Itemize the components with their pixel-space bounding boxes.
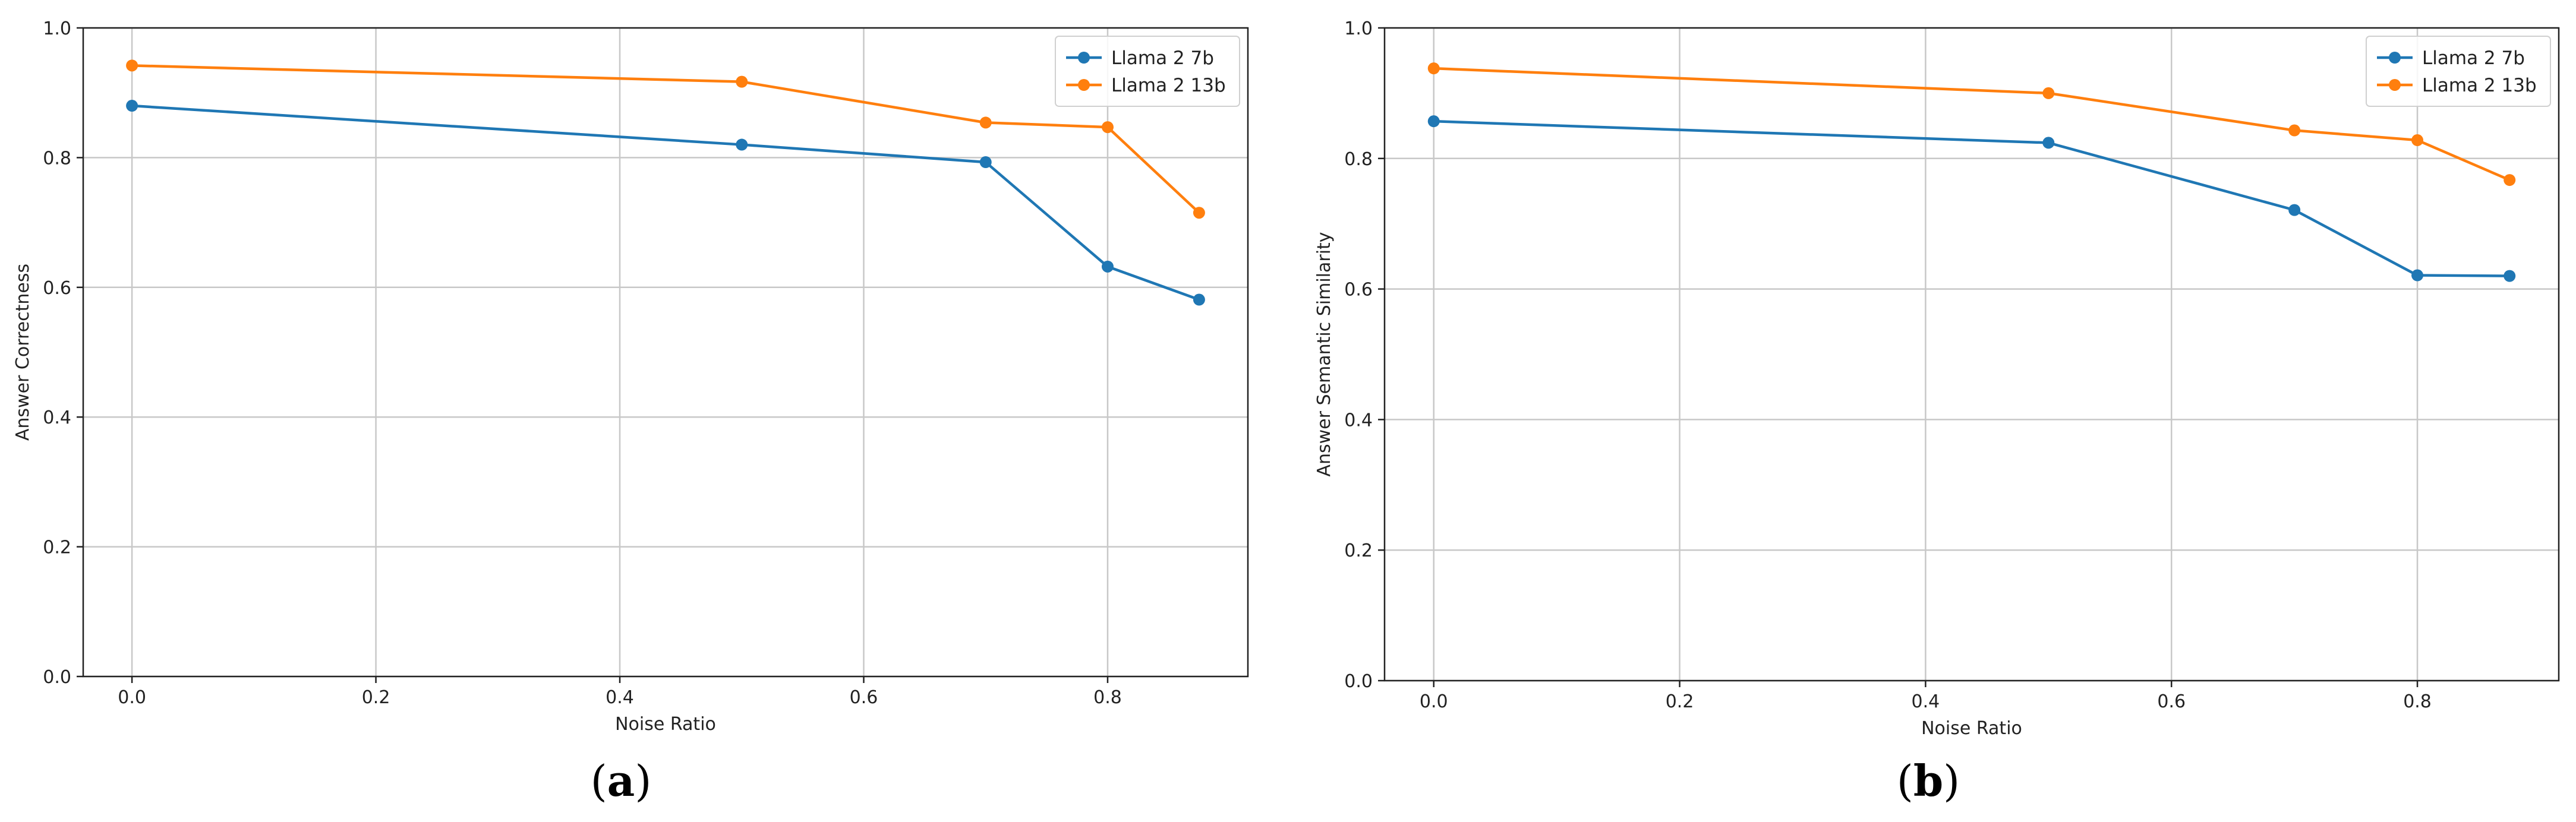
data-point-13b bbox=[1193, 207, 1205, 219]
y-tick-label: 0.4 bbox=[43, 407, 71, 428]
caption-letter: a bbox=[607, 755, 635, 806]
data-point-7b bbox=[2504, 270, 2516, 282]
x-tick-label: 0.2 bbox=[1666, 691, 1694, 712]
y-tick-label: 0.8 bbox=[1344, 149, 1373, 170]
data-point-13b bbox=[1427, 62, 1440, 75]
data-point-7b bbox=[736, 138, 748, 151]
data-point-7b bbox=[2042, 137, 2055, 149]
data-point-7b bbox=[126, 100, 138, 112]
data-point-13b bbox=[1101, 121, 1114, 134]
caption-paren-open: ( bbox=[1897, 756, 1913, 806]
x-tick-label: 0.4 bbox=[1912, 691, 1940, 712]
data-point-7b bbox=[1101, 260, 1114, 273]
x-axis-label: Noise Ratio bbox=[615, 714, 716, 735]
legend-swatch-marker bbox=[2389, 52, 2401, 64]
data-point-7b bbox=[1427, 115, 1440, 128]
x-tick-label: 0.4 bbox=[606, 687, 634, 708]
data-point-7b bbox=[2288, 204, 2301, 216]
caption-paren-close: ) bbox=[1943, 756, 1960, 806]
series-line-7b bbox=[1433, 119, 2510, 277]
chart-panel-a: 0.0 0.2 0.4 0.6 0.8 0.0 0.2 0.4 0.6 0.8 1.0 Noise R… bbox=[12, 18, 1249, 806]
data-point-13b bbox=[2042, 87, 2055, 99]
data-point-7b bbox=[979, 156, 992, 169]
x-axis-label: Noise Ratio bbox=[1921, 718, 2022, 739]
x-tick-label: 0.6 bbox=[2157, 691, 2186, 712]
series-line-13b bbox=[1433, 67, 2511, 182]
data-point-13b bbox=[2504, 174, 2516, 186]
caption-letter: b bbox=[1913, 755, 1943, 806]
y-tick-label: 0.2 bbox=[1344, 540, 1373, 561]
x-tick-label: 0.2 bbox=[362, 687, 390, 708]
panel-caption: (b) bbox=[1897, 755, 1960, 806]
caption-paren-close: ) bbox=[635, 756, 651, 806]
y-tick-label: 0.6 bbox=[1344, 280, 1373, 301]
y-tick-label: 0.0 bbox=[43, 667, 71, 688]
y-tick-label: 1.0 bbox=[1344, 18, 1373, 39]
x-tick-label: 0.6 bbox=[850, 687, 878, 708]
x-tick-label: 0.0 bbox=[118, 687, 146, 708]
plot-frame bbox=[82, 27, 1249, 678]
data-point-13b bbox=[736, 75, 748, 88]
x-tick-label: 0.8 bbox=[1093, 687, 1122, 708]
x-tick-label: 0.0 bbox=[1420, 691, 1448, 712]
y-tick-label: 0.4 bbox=[1344, 410, 1373, 431]
data-point-13b bbox=[2288, 124, 2301, 137]
caption-paren-open: ( bbox=[591, 756, 607, 806]
panel-caption: (a) bbox=[591, 755, 652, 806]
legend-label: Llama 2 7b bbox=[2422, 48, 2525, 69]
legend-swatch-marker bbox=[2389, 79, 2401, 91]
y-tick-label: 0.2 bbox=[43, 538, 71, 558]
x-tick-label: 0.8 bbox=[2403, 691, 2432, 712]
data-point-13b bbox=[2411, 134, 2424, 147]
series-line-7b bbox=[131, 104, 1200, 301]
legend-swatch-marker bbox=[1078, 52, 1090, 64]
y-tick-label: 1.0 bbox=[43, 18, 71, 39]
legend-box bbox=[2366, 36, 2551, 107]
data-point-13b bbox=[126, 59, 138, 72]
data-point-7b bbox=[2411, 269, 2424, 282]
data-point-7b bbox=[1193, 293, 1205, 306]
plot-frame bbox=[1383, 27, 2560, 682]
legend-swatch-marker bbox=[1078, 79, 1090, 91]
legend-label: Llama 2 13b bbox=[1111, 75, 1226, 96]
y-tick-label: 0.6 bbox=[43, 278, 71, 299]
y-tick-label: 0.0 bbox=[1344, 671, 1373, 692]
y-axis-label: Answer Correctness bbox=[12, 264, 33, 441]
data-point-13b bbox=[979, 116, 992, 129]
chart-panel-b: 0.0 0.2 0.4 0.6 0.8 0.0 0.2 0.4 0.6 0.8 1.0 Noise R… bbox=[1314, 18, 2560, 806]
legend-label: Llama 2 7b bbox=[1111, 48, 1214, 69]
y-axis-label: Answer Semantic Similarity bbox=[1314, 232, 1335, 476]
y-tick-label: 0.8 bbox=[43, 148, 71, 169]
legend-box bbox=[1055, 36, 1240, 107]
legend-label: Llama 2 13b bbox=[2422, 75, 2537, 96]
